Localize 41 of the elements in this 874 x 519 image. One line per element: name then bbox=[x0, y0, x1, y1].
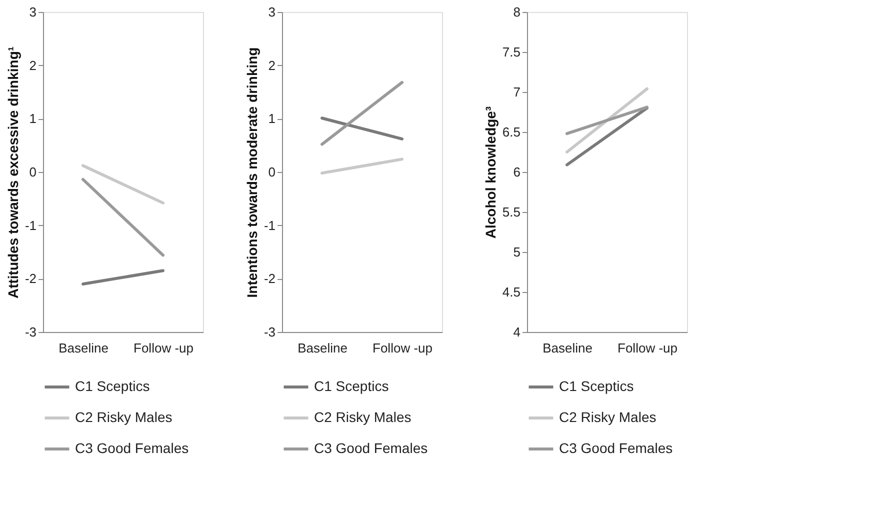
y-tick-label: 4.5 bbox=[502, 284, 520, 300]
y-tick-label: 1 bbox=[29, 111, 36, 126]
x-tick-label: Follow -up bbox=[134, 340, 194, 356]
x-tick-label: Follow -up bbox=[618, 340, 678, 356]
legend-label: C2 Risky Males bbox=[314, 409, 412, 425]
y-tick-label: 3 bbox=[268, 4, 276, 20]
legend-label: C3 Good Females bbox=[559, 440, 673, 456]
legend-label: C3 Good Females bbox=[75, 440, 189, 456]
y-tick-label: -3 bbox=[24, 324, 36, 340]
y-tick-label: 6 bbox=[513, 164, 520, 180]
y-tick-label: -3 bbox=[264, 324, 276, 340]
y-tick-label: 0 bbox=[268, 164, 276, 180]
y-tick-label: 7.5 bbox=[502, 44, 520, 60]
y-tick-label: 5 bbox=[513, 244, 520, 260]
x-tick-label: Baseline bbox=[298, 340, 348, 356]
y-tick-label: 1 bbox=[268, 111, 276, 126]
x-tick-label: Baseline bbox=[58, 340, 108, 356]
y-tick-label: 7 bbox=[513, 84, 520, 100]
y-tick-label: 6.5 bbox=[502, 124, 520, 140]
legend-label: C1 Sceptics bbox=[75, 378, 150, 394]
y-tick-label: 8 bbox=[513, 4, 520, 20]
y-axis-title: Alcohol knowledge³ bbox=[482, 106, 498, 239]
legend-label: C1 Sceptics bbox=[314, 378, 389, 394]
y-axis-title: Attitudes towards excessive drinking¹ bbox=[4, 46, 21, 299]
y-tick-label: 2 bbox=[29, 58, 36, 73]
y-tick-label: 2 bbox=[268, 58, 276, 73]
y-tick-label: 5.5 bbox=[502, 204, 520, 220]
y-axis-title: Intentions towards moderate drinking bbox=[244, 47, 260, 298]
legend-label: C1 Sceptics bbox=[559, 378, 634, 394]
y-tick-label: -1 bbox=[264, 218, 276, 233]
legend-label: C2 Risky Males bbox=[559, 409, 656, 425]
y-tick-label: -2 bbox=[264, 271, 276, 286]
y-tick-label: -2 bbox=[24, 271, 36, 286]
legend-label: C3 Good Females bbox=[314, 440, 428, 456]
y-tick-label: -1 bbox=[24, 218, 36, 233]
x-tick-label: Baseline bbox=[542, 340, 592, 356]
x-tick-label: Follow -up bbox=[372, 340, 432, 356]
y-tick-label: 0 bbox=[29, 164, 36, 180]
legend-label: C2 Risky Males bbox=[75, 409, 172, 425]
y-tick-label: 3 bbox=[29, 4, 36, 20]
y-tick-label: 4 bbox=[513, 324, 520, 340]
